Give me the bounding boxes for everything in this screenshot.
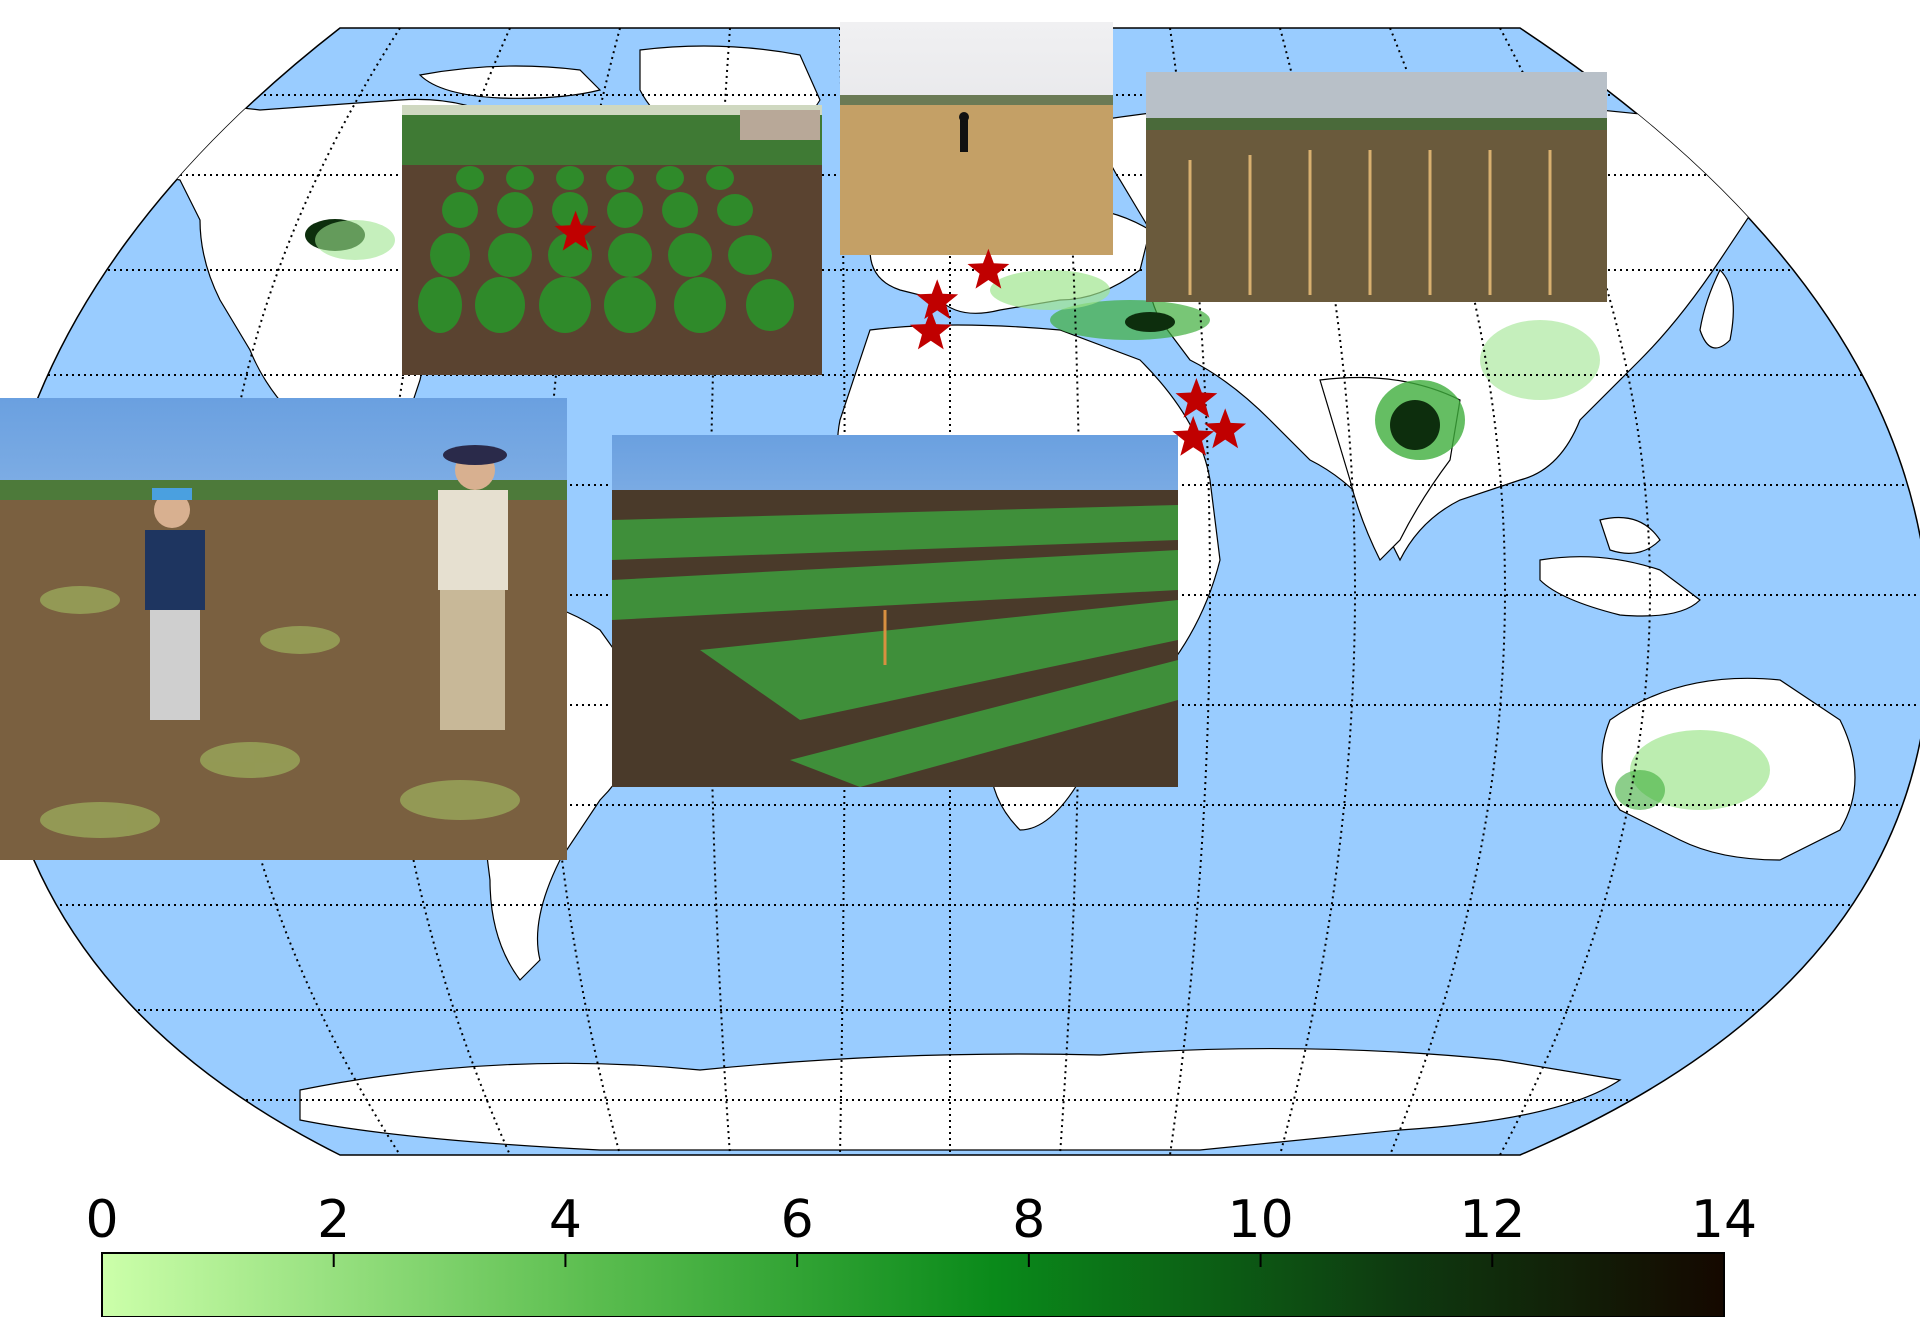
land-indonesia bbox=[1539, 556, 1701, 617]
colorbar-tick-label: 14 bbox=[1691, 1190, 1757, 1250]
crop-intensity-shading bbox=[305, 219, 1770, 810]
colorbar-gradient bbox=[101, 1252, 1725, 1317]
land-arctic-islands bbox=[418, 65, 602, 99]
star-morocco bbox=[909, 309, 952, 350]
star-pacific-northwest bbox=[554, 210, 597, 251]
person-right bbox=[438, 445, 508, 730]
colorbar-tick-label: 10 bbox=[1227, 1190, 1293, 1250]
location-markers bbox=[554, 210, 1247, 456]
star-india-east bbox=[1204, 408, 1247, 449]
colorbar-tick-label: 6 bbox=[781, 1190, 814, 1250]
photo-dry-field-person bbox=[840, 22, 1113, 255]
photo-bushy-crop-rows bbox=[402, 105, 822, 375]
star-india-north bbox=[1175, 378, 1218, 418]
photo-researchers-field bbox=[0, 398, 567, 860]
photo-staked-field bbox=[1146, 72, 1607, 302]
land-japan bbox=[1699, 268, 1734, 349]
land-borneo bbox=[1599, 516, 1661, 554]
photo-green-plots bbox=[612, 435, 1178, 787]
star-india-central bbox=[1172, 416, 1215, 456]
colorbar-tick-label: 4 bbox=[549, 1190, 582, 1250]
star-italy bbox=[967, 248, 1010, 289]
colorbar-tick-label: 0 bbox=[85, 1190, 118, 1250]
colorbar-tick-label: 12 bbox=[1459, 1190, 1525, 1250]
land-new-zealand bbox=[1879, 876, 1916, 902]
star-spain bbox=[916, 279, 959, 319]
photo-insets bbox=[0, 22, 1607, 860]
colorbar-tick-label: 8 bbox=[1012, 1190, 1045, 1250]
colorbar: 0 2 4 6 8 10 12 14 bbox=[85, 1190, 1757, 1317]
person-left bbox=[145, 488, 205, 720]
colorbar-tick-label: 2 bbox=[317, 1190, 350, 1250]
